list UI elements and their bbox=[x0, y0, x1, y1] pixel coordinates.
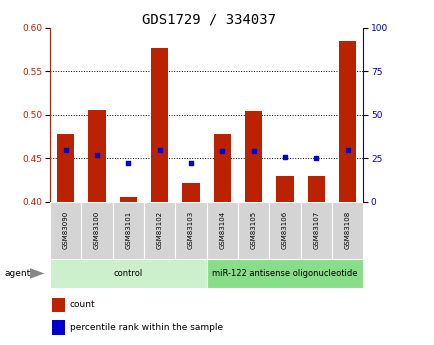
Bar bbox=[88, 110, 105, 202]
Bar bbox=[244, 111, 262, 202]
Point bbox=[156, 147, 163, 152]
Text: GDS1729 / 334037: GDS1729 / 334037 bbox=[141, 12, 275, 26]
Bar bbox=[57, 134, 74, 202]
Bar bbox=[276, 176, 293, 202]
Bar bbox=[338, 41, 355, 202]
Bar bbox=[206, 259, 362, 288]
Bar bbox=[81, 202, 112, 259]
Bar bbox=[213, 134, 230, 202]
Text: GSM83102: GSM83102 bbox=[156, 211, 162, 249]
Bar bbox=[119, 197, 137, 202]
Bar bbox=[182, 183, 199, 202]
Text: GSM83103: GSM83103 bbox=[187, 211, 194, 249]
Text: control: control bbox=[113, 269, 143, 278]
Text: GSM83104: GSM83104 bbox=[219, 211, 225, 249]
Bar bbox=[151, 48, 168, 202]
Text: count: count bbox=[70, 300, 95, 309]
Text: miR-122 antisense oligonucleotide: miR-122 antisense oligonucleotide bbox=[212, 269, 357, 278]
Point bbox=[62, 147, 69, 152]
Point bbox=[187, 161, 194, 166]
Bar bbox=[307, 176, 324, 202]
Polygon shape bbox=[30, 268, 44, 279]
Bar bbox=[112, 202, 144, 259]
Text: GSM83108: GSM83108 bbox=[344, 211, 350, 249]
Bar bbox=[175, 202, 206, 259]
Text: GSM83105: GSM83105 bbox=[250, 211, 256, 249]
Text: agent: agent bbox=[4, 269, 30, 278]
Bar bbox=[52, 320, 65, 335]
Text: percentile rank within the sample: percentile rank within the sample bbox=[70, 323, 223, 332]
Bar bbox=[269, 202, 300, 259]
Point bbox=[125, 161, 132, 166]
Point bbox=[312, 156, 319, 161]
Text: GSM83106: GSM83106 bbox=[281, 211, 287, 249]
Point bbox=[343, 147, 350, 152]
Bar bbox=[50, 259, 206, 288]
Bar bbox=[144, 202, 175, 259]
Bar bbox=[50, 202, 81, 259]
Text: GSM83100: GSM83100 bbox=[94, 211, 100, 249]
Text: GSM83090: GSM83090 bbox=[62, 211, 69, 249]
Bar bbox=[206, 202, 237, 259]
Bar bbox=[237, 202, 269, 259]
Point bbox=[218, 149, 225, 154]
Point bbox=[93, 152, 100, 158]
Point bbox=[250, 149, 256, 154]
Bar bbox=[300, 202, 331, 259]
Bar bbox=[331, 202, 362, 259]
Text: GSM83107: GSM83107 bbox=[312, 211, 319, 249]
Bar bbox=[52, 298, 65, 312]
Text: GSM83101: GSM83101 bbox=[125, 211, 131, 249]
Point bbox=[281, 154, 288, 159]
